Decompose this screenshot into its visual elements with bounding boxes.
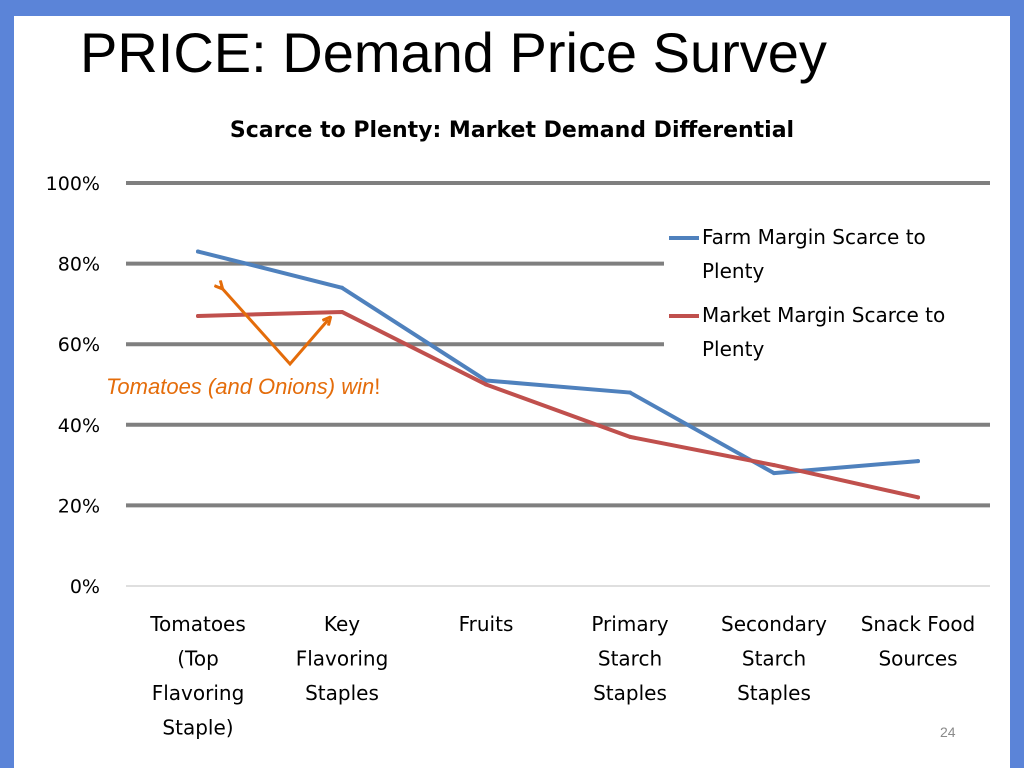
page-number: 24: [940, 724, 956, 740]
x-category-label: Staples: [305, 681, 379, 705]
x-category-label: Flavoring: [296, 647, 389, 671]
legend-item-market: Market Margin Scarce to Plenty: [664, 298, 994, 366]
annotation-exclamation: !: [374, 374, 381, 399]
data-point: [340, 309, 344, 314]
slide-title: PRICE: Demand Price Survey: [80, 21, 827, 84]
y-tick-label: 100%: [46, 173, 100, 195]
annotation-arrows: [220, 286, 328, 367]
data-point: [196, 249, 200, 254]
y-tick-label: 40%: [58, 415, 100, 437]
x-category-label: Starch: [742, 647, 806, 671]
y-tick-label: 0%: [70, 576, 100, 598]
x-category-label: Snack Food: [861, 612, 976, 636]
data-point: [916, 495, 920, 500]
x-category-label: Secondary: [721, 612, 827, 636]
legend-label-farm: Farm Margin Scarce to Plenty: [702, 225, 926, 283]
legend-label-market: Market Margin Scarce to Plenty: [702, 303, 946, 361]
x-category-label: Staple): [162, 716, 233, 740]
legend-item-farm: Farm Margin Scarce to Plenty: [664, 220, 994, 288]
x-category-label: Staples: [593, 681, 667, 705]
legend-swatch-market: [669, 314, 699, 318]
data-point: [628, 434, 632, 439]
chart-legend: Farm Margin Scarce to Plenty Market Marg…: [664, 220, 994, 376]
x-category-label: Key: [324, 612, 360, 636]
annotation-text: Tomatoes (and Onions) win!: [106, 374, 380, 400]
x-category-label: Primary: [591, 612, 668, 636]
chart-title: Scarce to Plenty: Market Demand Differen…: [229, 118, 795, 143]
x-axis-categories: Tomatoes (Top Flavoring Staple) Key Flavoring…: [149, 612, 975, 740]
data-point: [772, 463, 776, 468]
data-point: [340, 285, 344, 290]
data-point: [484, 382, 488, 387]
x-category-label: Sources: [878, 647, 957, 671]
x-category-label: Tomatoes: [149, 612, 246, 636]
x-category-label: Fruits: [459, 612, 514, 636]
y-tick-label: 20%: [58, 495, 100, 517]
y-tick-label: 80%: [58, 254, 100, 276]
data-point: [628, 390, 632, 395]
data-point: [772, 471, 776, 476]
y-tick-label: 60%: [58, 334, 100, 356]
data-point: [196, 313, 200, 318]
data-point: [484, 378, 488, 383]
x-category-label: Starch: [598, 647, 662, 671]
y-axis-ticks: 0% 20% 40% 60% 80% 100%: [46, 173, 100, 598]
annotation-arrow: [220, 286, 328, 367]
legend-swatch-farm: [669, 236, 699, 240]
data-point: [916, 459, 920, 464]
x-category-label: (Top: [177, 647, 219, 671]
x-category-label: Flavoring: [152, 681, 245, 705]
annotation-label: Tomatoes (and Onions) win: [106, 374, 375, 399]
x-category-label: Staples: [737, 681, 811, 705]
